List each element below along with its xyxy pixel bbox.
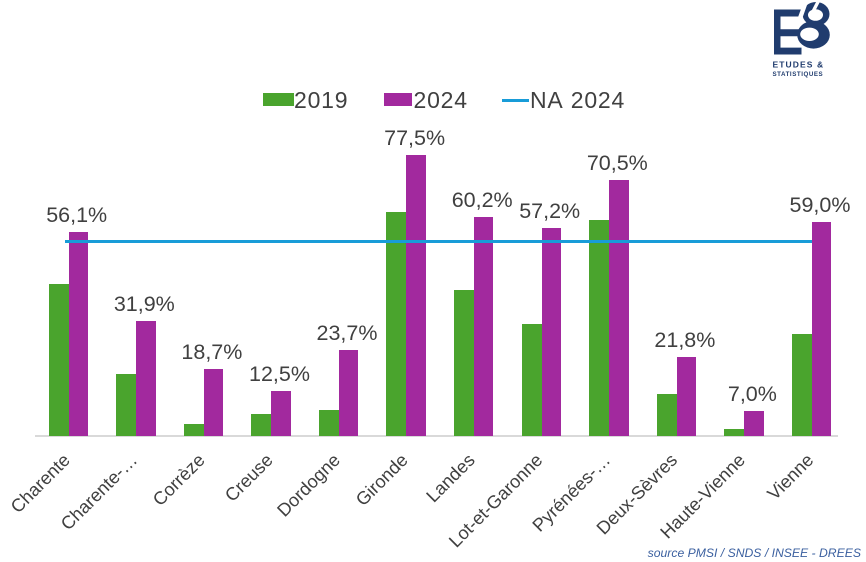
svg-text:ETUDES &: ETUDES & — [773, 60, 825, 70]
svg-text:STATISTIQUES: STATISTIQUES — [773, 71, 824, 78]
